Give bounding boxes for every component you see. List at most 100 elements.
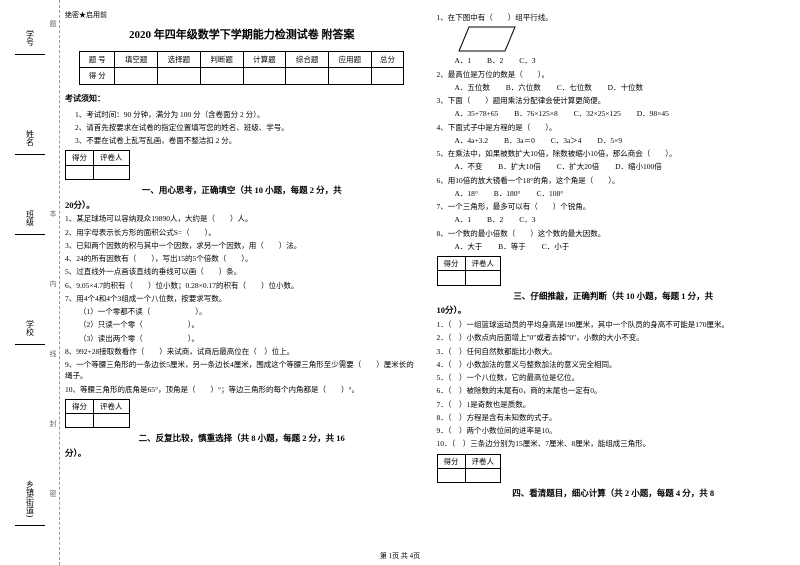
notice-line: 1、考试时间：90 分钟，满分为 100 分（含卷面分 2 分）。 <box>75 109 419 120</box>
choice-q2: 2、最高位是万位的数是（ ）。 <box>437 69 791 80</box>
mini-blank <box>66 414 94 428</box>
opt: C．小于 <box>542 241 570 252</box>
choice-q3-opts: A．35+78+65 B．76×125×8 C．32×25×125 D．98×4… <box>455 108 791 119</box>
grader-box: 得分评卷人 <box>437 454 502 484</box>
mini-th: 评卷人 <box>94 151 130 165</box>
blank-line <box>15 234 45 235</box>
hint-mi: 密 <box>48 490 58 497</box>
secret-label: 绝密★启用前 <box>65 10 419 21</box>
page-body: 绝密★启用前 2020 年四年级数学下学期能力检测试卷 附答案 题 号 填空题 … <box>65 10 790 540</box>
section-2-tail: 分）。 <box>65 447 419 460</box>
side-label: 乡镇(街道) <box>25 480 36 517</box>
choice-q6-opts: A．18° B．180° C．108° <box>455 188 791 199</box>
hint-ti: 题 <box>48 20 58 27</box>
opt: B．3a＝0 <box>504 135 535 146</box>
choice-q6: 6、用10倍的放大镜看一个18°的角，这个角是（ ）。 <box>437 175 791 186</box>
judge-q10: 10．（ ）三条边分别为15厘米、7厘米、8厘米，能组成三角形。 <box>437 438 791 449</box>
hint-nei: 内 <box>48 280 58 287</box>
opt: B．2 <box>487 55 503 66</box>
score-table: 题 号 填空题 选择题 判断题 计算题 综合题 应用题 总分 得 分 <box>79 51 404 85</box>
th: 选择题 <box>158 52 201 68</box>
mini-blank <box>66 165 94 179</box>
section-1-heading: 一、用心思考，正确填空（共 10 小题，每题 2 分，共 <box>65 184 419 197</box>
mini-blank <box>465 271 501 285</box>
judge-q1: 1．（ ）一组篮球运动员的平均身高是190厘米，其中一个队员的身高不可能是170… <box>437 319 791 330</box>
opt: A．18° <box>455 188 478 199</box>
blank-line <box>15 344 45 345</box>
fill-q7-3: （3）读出两个零（ ）。 <box>79 333 419 344</box>
mini-th: 得分 <box>66 151 94 165</box>
opt: D．98×45 <box>637 108 669 119</box>
section-1-tail: 20分）。 <box>65 199 419 212</box>
hint-feng: 封 <box>48 420 58 427</box>
fill-q10: 10、等腰三角形的底角是65°，顶角是（ ）°；等边三角形的每个内角都是（ ）°… <box>65 384 419 395</box>
judge-q7: 7．（ ）1是奇数也是质数。 <box>437 399 791 410</box>
opt: A．1 <box>455 214 472 225</box>
td-blank <box>329 68 372 84</box>
mini-blank <box>94 414 130 428</box>
opt: B．扩大10倍 <box>498 161 541 172</box>
fill-q5: 5、过直线外一点画该直线的垂线可以画（ ）条。 <box>65 266 419 277</box>
choice-q5-opts: A．不变 B．扩大10倍 C．扩大20倍 D．缩小100倍 <box>455 161 791 172</box>
page-footer: 第 1页 共 4页 <box>0 551 800 561</box>
side-label: 姓名 <box>25 130 36 146</box>
section-2-heading: 二、反复比较，慎重选择（共 8 小题，每题 2 分，共 16 <box>65 432 419 445</box>
opt: B．76×125×8 <box>514 108 557 119</box>
fill-q3: 3、已知两个因数的积与其中一个因数，求另一个因数，用（ ）法。 <box>65 240 419 251</box>
hint-xian: 线 <box>48 350 58 357</box>
left-column: 绝密★启用前 2020 年四年级数学下学期能力检测试卷 附答案 题 号 填空题 … <box>65 10 419 540</box>
opt: C．32×25×125 <box>574 108 621 119</box>
hint-ben: 本 <box>48 210 58 217</box>
opt: C．扩大20倍 <box>557 161 600 172</box>
parallelogram-figure <box>457 25 517 53</box>
choice-q7-opts: A．1 B．2 C．3 <box>455 214 791 225</box>
blank-line <box>15 54 45 55</box>
judge-q5: 5．（ ）一个八位数，它的最高位是亿位。 <box>437 372 791 383</box>
opt: D．十位数 <box>608 82 643 93</box>
mini-th: 评卷人 <box>465 454 501 468</box>
grader-box: 得分评卷人 <box>65 150 130 180</box>
choice-q4: 4、下面式子中是方程的是（ ）。 <box>437 122 791 133</box>
notice-heading: 考试须知： <box>65 93 419 105</box>
choice-q5: 5、在乘法中，如果被数扩大10倍，除数被缩小10倍，那么商会（ ）。 <box>437 148 791 159</box>
right-column: 1、在下图中有（ ）组平行线。 A．1 B．2 C．3 2、最高位是万位的数是（… <box>437 10 791 540</box>
opt: C．3a＞4 <box>551 135 582 146</box>
side-label: 学号 <box>25 30 36 46</box>
opt: B．等于 <box>498 241 526 252</box>
section-3-tail: 10分）。 <box>437 304 791 317</box>
td-blank <box>286 68 329 84</box>
notice-block: 1、考试时间：90 分钟，满分为 100 分（含卷面分 2 分）。 2、请首先按… <box>65 109 419 147</box>
choice-q4-opts: A．4a+3.2 B．3a＝0 C．3a＞4 D．5×9 <box>455 135 791 146</box>
choice-q3: 3、下面（ ）题用乘法分配律会使计算更简便。 <box>437 95 791 106</box>
opt: D．5×9 <box>597 135 622 146</box>
th: 判断题 <box>200 52 243 68</box>
blank-line <box>15 525 45 526</box>
judge-q4: 4．（ ）小数加法的意义与整数加法的意义完全相同。 <box>437 359 791 370</box>
mini-th: 得分 <box>437 257 465 271</box>
mini-blank <box>437 271 465 285</box>
td-blank <box>115 68 158 84</box>
td-score-label: 得 分 <box>80 68 115 84</box>
judge-q2: 2．（ ）小数点向后面增上"0"或者去掉"0"，小数的大小不变。 <box>437 332 791 343</box>
fill-q8: 8、992+28接取数看作（ ）来试商，试商后最高位在（ ）位上。 <box>65 346 419 357</box>
mini-th: 评卷人 <box>465 257 501 271</box>
choice-q7: 7、一个三角形，最多可以有（ ）个锐角。 <box>437 201 791 212</box>
opt: A．不变 <box>455 161 483 172</box>
side-name: 姓名 <box>10 130 50 157</box>
grader-box: 得分评卷人 <box>65 399 130 429</box>
side-label: 学校 <box>25 320 36 336</box>
th: 应用题 <box>329 52 372 68</box>
judge-q6: 6．（ ）被除数的末尾有0，商的末尾也一定有0。 <box>437 385 791 396</box>
mini-th: 得分 <box>437 454 465 468</box>
opt: B．180° <box>494 188 521 199</box>
opt: C．3 <box>519 55 535 66</box>
fill-q4: 4、24的所有因数有（ ），写出15的5个倍数（ ）。 <box>65 253 419 264</box>
side-school: 学校 <box>10 320 50 347</box>
exam-title: 2020 年四年级数学下学期能力检测试卷 附答案 <box>65 27 419 44</box>
binding-sidebar: 学号 姓名 班级 学校 乡镇(街道) 题 本 内 线 封 密 <box>0 0 60 565</box>
side-town: 乡镇(街道) <box>10 480 50 528</box>
fill-q7-2: （2）只读一个零（ ）。 <box>79 319 419 330</box>
opt: B．2 <box>487 214 503 225</box>
opt: A．1 <box>455 55 472 66</box>
side-student-id: 学号 <box>10 30 50 57</box>
